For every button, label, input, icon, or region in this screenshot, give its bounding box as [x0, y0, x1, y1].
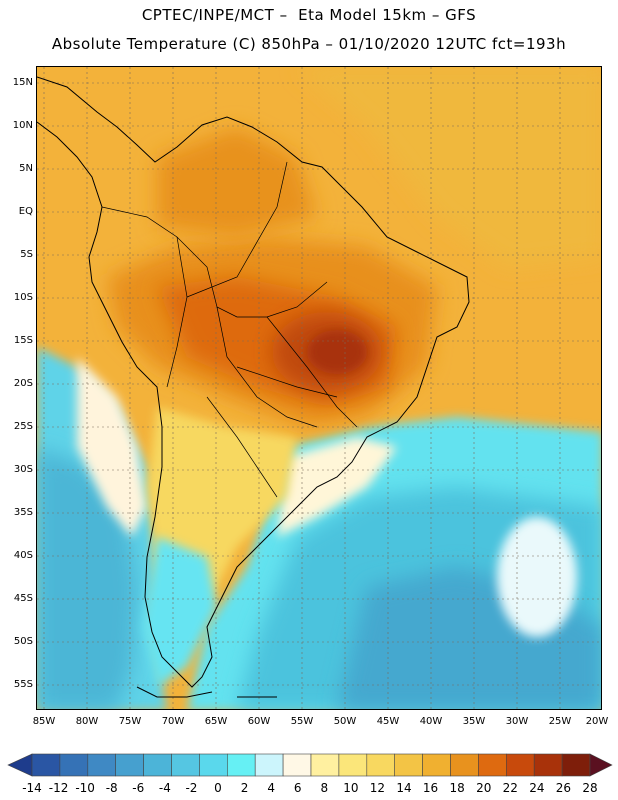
latitude-label: 5N — [19, 163, 33, 174]
latitude-label: 35S — [13, 507, 33, 518]
colorbar-tick-label: -14 — [22, 781, 42, 795]
latitude-label: 40S — [13, 550, 33, 561]
colorbar-tick-label: -4 — [158, 781, 171, 795]
colorbar-swatch — [227, 753, 256, 777]
map-title: CPTEC/INPE/MCT – Eta Model 15km – GFS — [141, 6, 477, 24]
latitude-label: 45S — [13, 593, 33, 604]
latitude-label: 5S — [20, 249, 33, 260]
colorbar-swatch — [171, 753, 200, 777]
latitude-label: 25S — [13, 421, 33, 432]
longitude-label: 70W — [161, 716, 185, 727]
colorbar-swatch — [394, 753, 423, 777]
longitude-label: 85W — [32, 716, 56, 727]
longitude-label: 50W — [333, 716, 357, 727]
map-canvas — [37, 67, 601, 709]
colorbar-tick-label: -6 — [132, 781, 145, 795]
colorbar-tick-label: 8 — [320, 781, 329, 795]
longitude-label: 25W — [548, 716, 572, 727]
latitude-label: EQ — [18, 206, 33, 217]
longitude-label: 65W — [204, 716, 228, 727]
latitude-label: 55S — [13, 679, 33, 690]
colorbar-swatch — [254, 753, 284, 777]
colorbar-swatch — [366, 753, 395, 777]
colorbar-tick-label: -8 — [105, 781, 118, 795]
colorbar-swatch — [282, 753, 312, 777]
coastline — [37, 76, 470, 698]
colorbar-swatch — [143, 753, 172, 777]
latitude-label: 15N — [12, 77, 33, 88]
colorbar — [7, 753, 613, 777]
longitude-label: 45W — [376, 716, 400, 727]
colorbar-tick-label: 14 — [396, 781, 412, 795]
longitude-label: 55W — [290, 716, 314, 727]
colorbar-swatch — [59, 753, 89, 777]
country-borders — [101, 161, 358, 498]
colorbar-swatch — [115, 753, 144, 777]
colorbar-tick-label: 6 — [293, 781, 302, 795]
colorbar-swatch — [310, 753, 340, 777]
graticule — [37, 67, 601, 709]
colorbar-tick-label: 16 — [422, 781, 439, 795]
latitude-label: 50S — [13, 636, 33, 647]
colorbar-swatch — [31, 753, 61, 777]
colorbar-swatch — [199, 753, 228, 777]
colorbar-swatch — [533, 753, 563, 777]
map-subtitle: Absolute Temperature (C) 850hPa – 01/10/… — [51, 35, 567, 53]
colorbar-swatch — [505, 753, 535, 777]
colorbar-tick-label: 10 — [343, 781, 359, 795]
longitude-label: 20W — [585, 716, 609, 727]
colorbar-arrow-low — [7, 753, 33, 777]
colorbar-tick-label: 28 — [582, 781, 598, 795]
colorbar-tick-label: -12 — [48, 781, 69, 795]
colorbar-tick-label: -2 — [185, 781, 198, 795]
latitude-label: 30S — [13, 464, 33, 475]
latitude-label: 10S — [13, 292, 33, 303]
longitude-label: 35W — [462, 716, 486, 727]
colorbar-tick-label: 0 — [214, 781, 222, 795]
longitude-label: 80W — [75, 716, 99, 727]
colorbar-tick-label: 4 — [267, 781, 275, 795]
colorbar-tick-label: 26 — [555, 781, 572, 795]
colorbar-swatch — [338, 753, 368, 777]
temperature-field — [37, 67, 601, 709]
longitude-label: 30W — [505, 716, 529, 727]
latitude-label: 15S — [13, 335, 33, 346]
colorbar-swatch — [450, 753, 479, 777]
colorbar-swatch — [87, 753, 117, 777]
colorbar-tick-label: 12 — [369, 781, 386, 795]
colorbar-tick-label: -10 — [75, 781, 95, 795]
latitude-label: 10N — [12, 120, 33, 131]
longitude-label: 60W — [247, 716, 271, 727]
colorbar-arrow-high — [589, 753, 613, 777]
colorbar-swatch — [478, 753, 507, 777]
colorbar-swatch — [422, 753, 451, 777]
colorbar-tick-label: 2 — [240, 781, 249, 795]
latitude-label: 20S — [13, 378, 33, 389]
colorbar-tick-label: 22 — [502, 781, 518, 795]
colorbar-tick-label: 24 — [529, 781, 545, 795]
longitude-label: 40W — [419, 716, 443, 727]
temperature-map — [36, 66, 602, 710]
colorbar-tick-label: 18 — [449, 781, 465, 795]
colorbar-swatch — [561, 753, 591, 777]
colorbar-tick-label: 20 — [476, 781, 492, 795]
longitude-label: 75W — [118, 716, 142, 727]
